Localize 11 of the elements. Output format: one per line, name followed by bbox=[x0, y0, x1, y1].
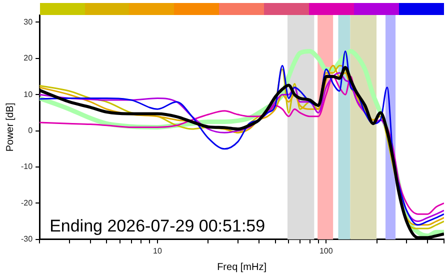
y-tick-label: 0 bbox=[28, 126, 34, 136]
y-tick-label: -30 bbox=[21, 234, 34, 244]
y-axis-title: Power [dB] bbox=[4, 102, 16, 152]
y-tick-label: 10 bbox=[24, 90, 34, 99]
x-axis-title: Freq [mHz] bbox=[217, 262, 267, 273]
y-tick-label: 30 bbox=[24, 17, 34, 26]
y-tick-label: -20 bbox=[21, 198, 34, 208]
y-tick-label: 20 bbox=[24, 54, 34, 63]
x-tick-label: 100 bbox=[319, 246, 334, 256]
annotation: Ending 2026-07-29 00:51:59 bbox=[50, 216, 266, 236]
y-tick-label: -10 bbox=[21, 162, 34, 172]
